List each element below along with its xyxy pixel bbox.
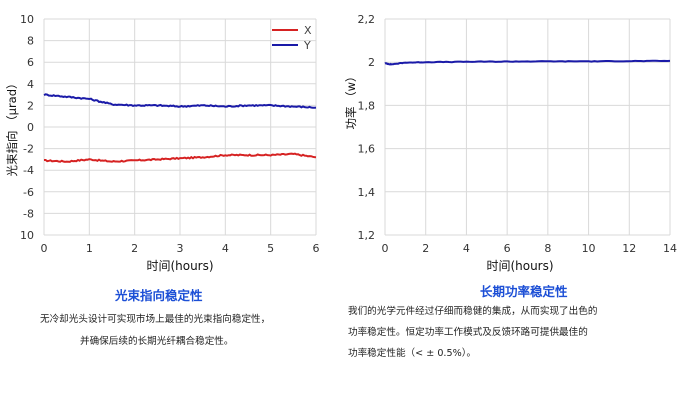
x-tick-label: 0 [41,242,48,255]
x-tick-label: 10 [582,242,596,255]
x-tick-label: 6 [313,242,320,255]
y-axis-label: 功率 （w） [344,70,358,129]
x-tick-label: 0 [382,242,389,255]
beam-pointing-desc-line-2: 并确保后续的长期光纤耦合稳定性。 [80,336,234,347]
beam-pointing-chart: 10 8 6 4 2 0 -2 -4 -6 -8 10 0 1 2 3 4 5 6 时间(hours) 光束指向 （μ… [5,13,320,273]
y-tick-label: 4 [27,78,34,91]
y-tick-label: 10 [20,13,34,26]
y-tick-label: 6 [27,56,34,69]
x-tick-label: 14 [663,242,677,255]
power-stability-chart: 2,2 2 1,8 1,6 1,4 1,2 0 2 4 6 8 10 12 14 时间(hours) 功率 （… [344,13,677,273]
y-tick-label: -4 [23,164,34,177]
y-tick-label: -2 [23,143,34,156]
y-tick-label: 1,6 [358,143,376,156]
y-axis-label: 光束指向 （μrad） [5,77,19,176]
x-tick-label: 8 [544,242,551,255]
x-tick-label: 3 [177,242,184,255]
x-tick-label: 1 [86,242,93,255]
series-line-x [44,152,317,163]
x-tick-label: 5 [267,242,274,255]
beam-pointing-title: 光束指向稳定性 [115,288,203,303]
x-tick-label: 4 [463,242,470,255]
x-tick-label: 4 [222,242,229,255]
x-tick-label: 12 [622,242,636,255]
y-tick-label: 2 [368,56,375,69]
power-stability-title: 长期功率稳定性 [480,284,568,299]
x-tick-label: 2 [131,242,138,255]
y-tick-label: 8 [27,35,34,48]
y-tick-label: 2,2 [358,13,376,26]
y-tick-label: -6 [23,186,34,199]
y-tick-label: 1,2 [358,229,376,242]
y-tick-label: -8 [23,207,34,220]
beam-pointing-desc-line-1: 无冷却光头设计可实现市场上最佳的光束指向稳定性， [40,314,271,325]
series-line-power [384,59,671,66]
x-tick-label: 6 [504,242,511,255]
series-line-y [43,93,317,109]
legend-label: Y [303,39,311,52]
y-tick-label: 10 [20,229,34,242]
power-stability-desc-line-2: 功率稳定性。恒定功率工作模式及反馈环路可提供最佳的 [348,327,588,338]
power-stability-desc-line-3: 功率稳定性能（< ± 0.5%）。 [348,348,477,359]
y-tick-label: 1,8 [358,99,376,112]
y-tick-label: 1,4 [358,186,376,199]
y-tick-label: 0 [27,121,34,134]
x-axis-label: 时间(hours) [146,259,213,273]
x-tick-label: 2 [422,242,429,255]
power-stability-desc-line-1: 我们的光学元件经过仔细而稳健的集成，从而实现了出色的 [348,306,598,317]
y-tick-label: 2 [27,99,34,112]
legend-label: X [304,24,312,37]
x-axis-label: 时间(hours) [486,259,553,273]
